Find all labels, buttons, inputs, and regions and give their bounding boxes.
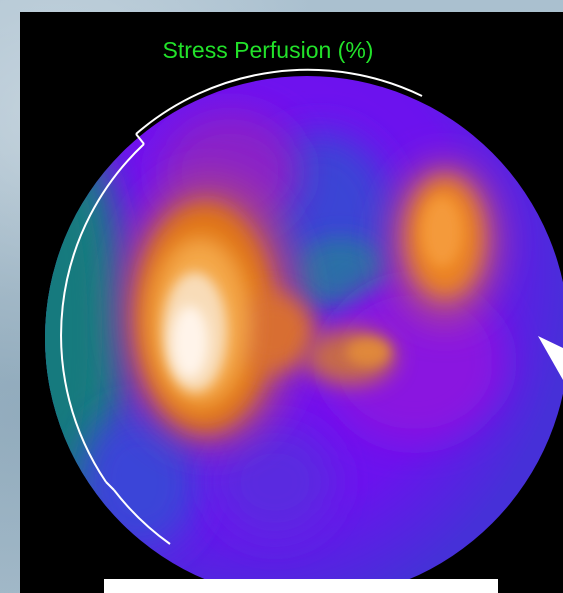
bottom-label-box	[104, 579, 498, 593]
rim-arc	[135, 68, 423, 135]
perfusion-polar-map	[45, 68, 563, 593]
polar-map-panel: Stress Perfusion (%)	[20, 12, 563, 593]
map-title: Stress Perfusion (%)	[162, 37, 374, 63]
perfusion-image	[45, 76, 563, 593]
rim-arc	[60, 143, 145, 483]
pointer-marker	[538, 336, 563, 380]
rim-arc	[105, 481, 115, 491]
rim-arc	[113, 489, 171, 545]
rim-arc	[135, 133, 145, 145]
